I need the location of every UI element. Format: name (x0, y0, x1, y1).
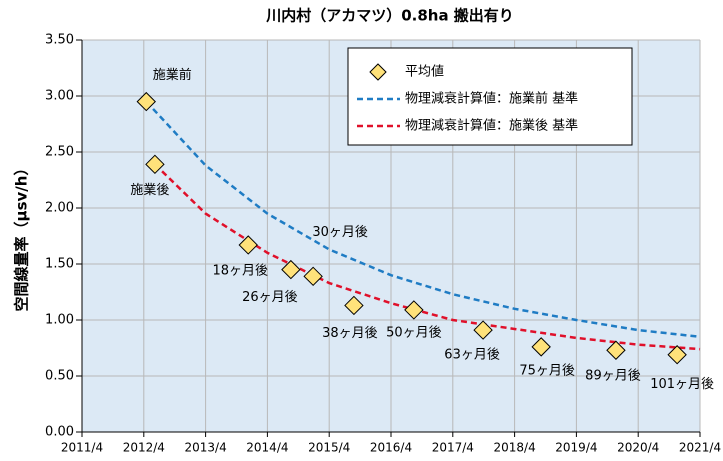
data-point (303, 266, 323, 287)
point-label: 38ヶ月後 (322, 326, 378, 341)
data-point (531, 337, 551, 357)
x-tick-label: 2017/4 (432, 441, 474, 455)
y-tick-label: 3.00 (45, 89, 74, 104)
y-tick-label: 0.50 (45, 369, 74, 384)
point-label: 施業後 (130, 182, 169, 198)
legend-marker (369, 63, 387, 81)
y-tick-label: 2.00 (45, 201, 74, 216)
legend-label: 平均値 (405, 64, 444, 80)
x-tick-label: 2016/4 (370, 441, 412, 455)
y-tick-label: 1.50 (45, 257, 74, 272)
data-point (238, 235, 258, 255)
legend-label: 物理減衰計算値：施業後 基準 (405, 118, 578, 134)
point-label: 26ヶ月後 (242, 290, 298, 305)
data-point (344, 295, 364, 316)
point-label: 50ヶ月後 (386, 325, 442, 340)
x-tick-label: 2011/4 (61, 441, 103, 455)
x-tick-label: 2018/4 (493, 441, 535, 455)
data-point (136, 91, 156, 112)
point-label: 30ヶ月後 (312, 225, 368, 240)
data-point (667, 345, 687, 365)
x-tick-label: 2020/4 (617, 441, 659, 455)
legend-box (347, 47, 633, 146)
legend-label: 物理減衰計算値：施業前 基準 (405, 91, 578, 107)
data-point (281, 259, 301, 280)
x-tick-label: 2021/4 (679, 441, 721, 455)
point-label: 75ヶ月後 (519, 363, 575, 378)
point-label: 89ヶ月後 (585, 369, 641, 384)
data-point (606, 340, 626, 360)
data-point (404, 300, 424, 320)
data-point (145, 154, 165, 175)
y-axis-label: 空間線量率（μsv/h） (13, 161, 31, 312)
y-tick-label: 2.50 (45, 145, 74, 160)
point-label: 施業前 (153, 67, 192, 83)
point-label: 63ヶ月後 (444, 348, 500, 363)
x-tick-label: 2013/4 (184, 441, 226, 455)
x-tick-label: 2019/4 (555, 441, 597, 455)
y-tick-label: 3.50 (45, 33, 74, 48)
y-tick-label: 1.00 (45, 313, 74, 328)
chart-title: 川内村（アカマツ）0.8ha 搬出有り (265, 7, 514, 25)
y-tick-label: 0.00 (45, 425, 74, 440)
x-tick-label: 2012/4 (123, 441, 165, 455)
point-label: 101ヶ月後 (650, 377, 714, 392)
x-tick-label: 2014/4 (246, 441, 288, 455)
point-label: 18ヶ月後 (212, 263, 268, 278)
x-tick-label: 2015/4 (308, 441, 350, 455)
data-point (473, 320, 493, 340)
